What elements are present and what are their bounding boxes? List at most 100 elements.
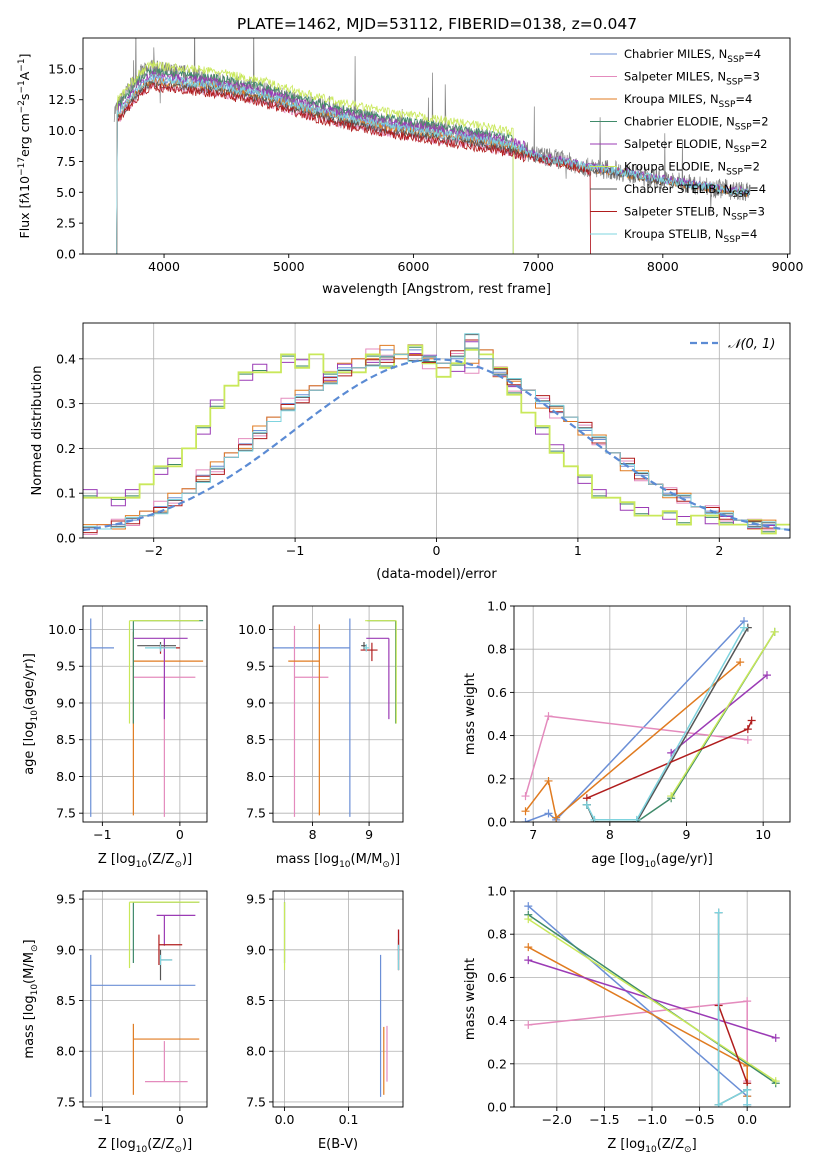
- axes-frame: [272, 890, 404, 1108]
- y-tick-label: 0.8: [487, 642, 507, 657]
- y-tick-label: 8.0: [246, 769, 266, 784]
- y-tick-label: 7.5: [246, 806, 266, 821]
- mass-weight-series-8: [582, 716, 756, 803]
- y-tick-label: 8.5: [246, 732, 266, 747]
- figure-title: PLATE=1462, MJD=53112, FIBERID=0138, z=0…: [237, 15, 637, 33]
- y-tick-label: 0.8: [487, 927, 507, 942]
- y-tick-label: 7.5: [56, 806, 76, 821]
- errorbar-point-2: [145, 1041, 188, 1083]
- series-marker: [743, 725, 752, 734]
- x-tick-label: 7: [529, 827, 537, 842]
- x-tick-label: 9: [683, 827, 691, 842]
- plot-area: [90, 901, 200, 1097]
- y-tick-label: 12.5: [48, 92, 76, 107]
- axes-frame: [513, 605, 791, 823]
- y-tick-label: 1.0: [487, 599, 507, 614]
- series-marker: [747, 716, 756, 725]
- plot-area: [113, 38, 751, 254]
- x-tick-label: 1: [574, 543, 582, 558]
- y-tick-label: 5.0: [56, 185, 76, 200]
- age-vs-mass-panel: 8 9 7.5 8.0 8.5 9.0 9.5 10.0 mass [log10(M/M⊙)]: [238, 605, 404, 870]
- series-marker: [632, 815, 641, 822]
- y-tick-label: 0.1: [56, 486, 76, 501]
- series-line: [586, 720, 753, 799]
- series-marker: [743, 997, 752, 1006]
- y-tick-label: 7.5: [56, 154, 76, 169]
- legend-entry: Kroupa MILES, NSSP=4: [624, 92, 752, 110]
- series-marker: [544, 712, 553, 721]
- series-line: [527, 918, 777, 1082]
- x-tick-label: −1: [286, 543, 304, 558]
- mass-vs-metallicity-panel: −1 0 7.5 8.0 8.5 9.0 9.5 Z [log10(Z/Z⊙)] mass [l…: [22, 890, 208, 1155]
- plot-area: [524, 902, 780, 1107]
- y-axis-label: mass weight: [463, 958, 478, 1040]
- model-spectrum-6: [116, 60, 514, 254]
- series-line: [717, 1005, 748, 1084]
- x-tick-label: 0: [176, 1112, 184, 1127]
- series-marker: [736, 658, 745, 667]
- legend-entry: Kroupa STELIB, NSSP=4: [624, 227, 757, 245]
- y-axis-label: Normed distribution: [30, 366, 45, 496]
- y-tick-label: 7.5: [56, 1094, 76, 1109]
- series-marker: [524, 956, 533, 965]
- legend-entry: Chabrier ELODIE, NSSP=2: [624, 115, 769, 133]
- plot-area: [83, 333, 790, 535]
- y-tick-label: 7.5: [246, 1094, 266, 1109]
- y-tick-label: 9.0: [56, 695, 76, 710]
- series-marker: [667, 792, 676, 801]
- errorbar-point-3: [132, 631, 204, 816]
- x-tick-label: −2: [144, 543, 162, 558]
- mass-weight-vs-metallicity-panel: −2.0 −1.5 −1.0 −0.5 0.0 0.0 0.2 0.4 0.6 0.8 1.0 Z […: [463, 884, 791, 1155]
- model-spectrum-4: [116, 68, 514, 254]
- series-line: [525, 620, 745, 822]
- x-tick-label: −1: [93, 1112, 111, 1127]
- x-tick-label: 4000: [148, 259, 180, 274]
- y-tick-label: 0.2: [487, 771, 507, 786]
- errorbar-point-6: [128, 620, 200, 724]
- series-marker: [524, 943, 533, 952]
- plot-area: [273, 618, 397, 817]
- series-marker: [714, 1100, 723, 1107]
- errorbar-point-3: [288, 624, 320, 816]
- y-axis-label: Flux [fλ10−17erg cm−2s−1A−1]: [17, 54, 32, 239]
- series-marker: [524, 1020, 533, 1029]
- mass-weight-series-9: [714, 908, 752, 1107]
- x-axis-label: Z [log10(Z/Z⊙)]: [98, 1137, 192, 1155]
- series-marker: [582, 800, 591, 809]
- errorbar-point-5: [366, 637, 390, 720]
- y-tick-label: 9.5: [56, 892, 76, 907]
- age-vs-metallicity-panel: −1 0 7.5 8.0 8.5 9.0 9.5 10.0 Z [log10(Z/Z⊙)] age…: [22, 605, 208, 870]
- mass-weight-series-2: [521, 712, 752, 801]
- y-tick-label: 0.0: [56, 247, 76, 262]
- errorbar-point-6: [128, 901, 200, 969]
- series-line: [670, 631, 776, 797]
- x-tick-label: 0: [433, 543, 441, 558]
- x-tick-label: 0.0: [275, 1112, 295, 1127]
- errorbar-point-1: [273, 618, 351, 817]
- legend-entry: Salpeter MILES, NSSP=3: [624, 70, 760, 88]
- y-tick-label: 0.4: [56, 351, 76, 366]
- errorbar-point-9: [145, 644, 176, 652]
- series-line: [717, 912, 748, 1107]
- errorbar-point-5: [133, 637, 188, 720]
- x-tick-label: 8: [606, 827, 614, 842]
- series-marker: [521, 792, 530, 801]
- y-tick-label: 9.5: [246, 659, 266, 674]
- y-tick-label: 9.5: [246, 892, 266, 907]
- y-tick-label: 9.5: [56, 659, 76, 674]
- y-tick-label: 2.5: [56, 216, 76, 231]
- legend-entry: Salpeter ELODIE, NSSP=2: [624, 137, 767, 155]
- mass-weight-series-5: [524, 956, 780, 1042]
- plot-area: [521, 617, 779, 822]
- errorbar-point-2: [293, 625, 329, 817]
- model-spectrum-8: [116, 82, 591, 254]
- y-tick-label: 0.0: [56, 531, 76, 546]
- y-tick-label: 10.0: [48, 622, 76, 637]
- errorbar-point-3: [132, 1023, 200, 1095]
- errorbar-point-4: [367, 620, 397, 724]
- x-tick-label: −0.5: [684, 1112, 714, 1127]
- axes-frame: [82, 890, 208, 1108]
- y-tick-label: 8.0: [56, 769, 76, 784]
- plot-area: [90, 618, 204, 817]
